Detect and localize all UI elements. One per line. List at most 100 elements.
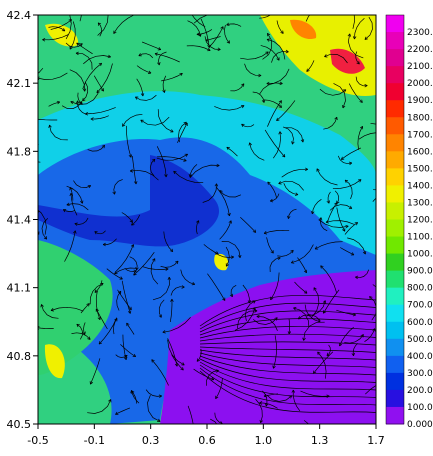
streamline [93,75,104,92]
streamline [69,69,86,92]
streamline [142,266,169,270]
streamline-arrow [66,8,69,11]
streamline-arrow [79,43,83,47]
colorbar-label: 1700. [407,130,433,140]
streamline [130,169,159,181]
streamline [304,304,321,323]
streamline [202,183,217,203]
streamline-arrow [82,331,86,335]
streamline-arrow [158,314,162,318]
colorbar-swatch [386,270,404,289]
streamline-arrow [263,231,268,235]
streamline [266,237,274,254]
streamline [199,318,376,336]
streamline [344,179,353,200]
streamline-arrow [119,276,123,280]
colorbar-swatch [386,338,404,357]
streamline [325,220,355,225]
streamline [199,364,376,398]
streamline-arrow [101,144,106,149]
streamline [323,116,338,130]
streamline-arrow [342,228,346,232]
streamline [344,222,358,235]
streamline-arrow [123,356,128,361]
streamline-arrow [70,100,74,105]
streamline [180,269,195,285]
streamline [82,81,89,102]
streamline-arrow [100,282,104,287]
streamline [66,185,83,204]
streamline-arrow [317,351,321,356]
streamline [269,257,281,273]
streamline-arrow [344,179,349,184]
streamline-arrow [278,104,283,108]
streamline [199,358,376,383]
wind-streamlines [23,8,376,424]
streamline-arrow [89,381,94,385]
x-tick-label: 1.3 [311,434,329,447]
streamline [158,51,167,66]
colorbar-swatch [386,83,404,101]
streamline [300,390,330,397]
streamline [324,53,348,64]
streamline [83,322,86,335]
streamline [136,78,144,97]
streamline-arrow [82,8,85,11]
streamline-arrow [48,124,52,128]
streamline [264,129,286,158]
streamline-arrow [74,222,78,226]
streamline-arrow [214,183,219,187]
streamline [133,251,155,276]
streamline-arrow [129,219,133,223]
streamline [370,122,376,125]
streamline-arrow [62,209,67,213]
streamline-arrow [96,89,100,94]
streamline [71,332,91,340]
streamline-arrow [291,389,296,393]
streamline [263,99,282,108]
x-tick-label: 0.6 [198,434,216,447]
streamline-arrow [23,168,26,171]
streamline [113,179,123,195]
streamline-arrow [339,342,343,347]
streamline [354,17,365,40]
streamline [255,398,263,423]
colorbar-swatch [386,219,404,238]
streamline-arrow [362,251,367,255]
streamline [320,265,338,294]
y-tick-label: 41.4 [7,214,32,227]
streamline [156,146,167,178]
streamline [66,203,89,211]
streamline [167,339,185,366]
streamline-arrow [87,184,92,189]
streamline [131,390,140,404]
streamline [276,20,284,34]
streamline [225,246,230,267]
streamline-arrow [133,269,137,274]
streamline [332,179,362,190]
colorbar-swatch [386,321,404,340]
streamline-arrow [97,22,102,26]
streamline-arrow [230,255,234,259]
colorbar-swatch [386,66,404,84]
streamline [283,183,299,196]
streamline [285,127,304,143]
streamline [141,41,161,51]
streamline [97,22,102,37]
colorbar-label: 1500. [407,164,433,174]
streamline-arrow [369,296,373,300]
left-green-region [38,240,113,375]
streamline [264,229,290,234]
streamline [173,170,204,184]
streamline [336,207,346,232]
streamline-arrow [66,202,70,207]
streamline-arrow [157,418,161,422]
streamline [210,418,218,424]
colorbar-swatch [386,134,404,152]
streamline-arrow [259,419,263,424]
streamline [259,15,272,19]
streamline-arrow [128,154,133,158]
streamline-arrow [303,290,308,294]
streamline [48,101,60,107]
streamline-arrow [56,100,61,105]
